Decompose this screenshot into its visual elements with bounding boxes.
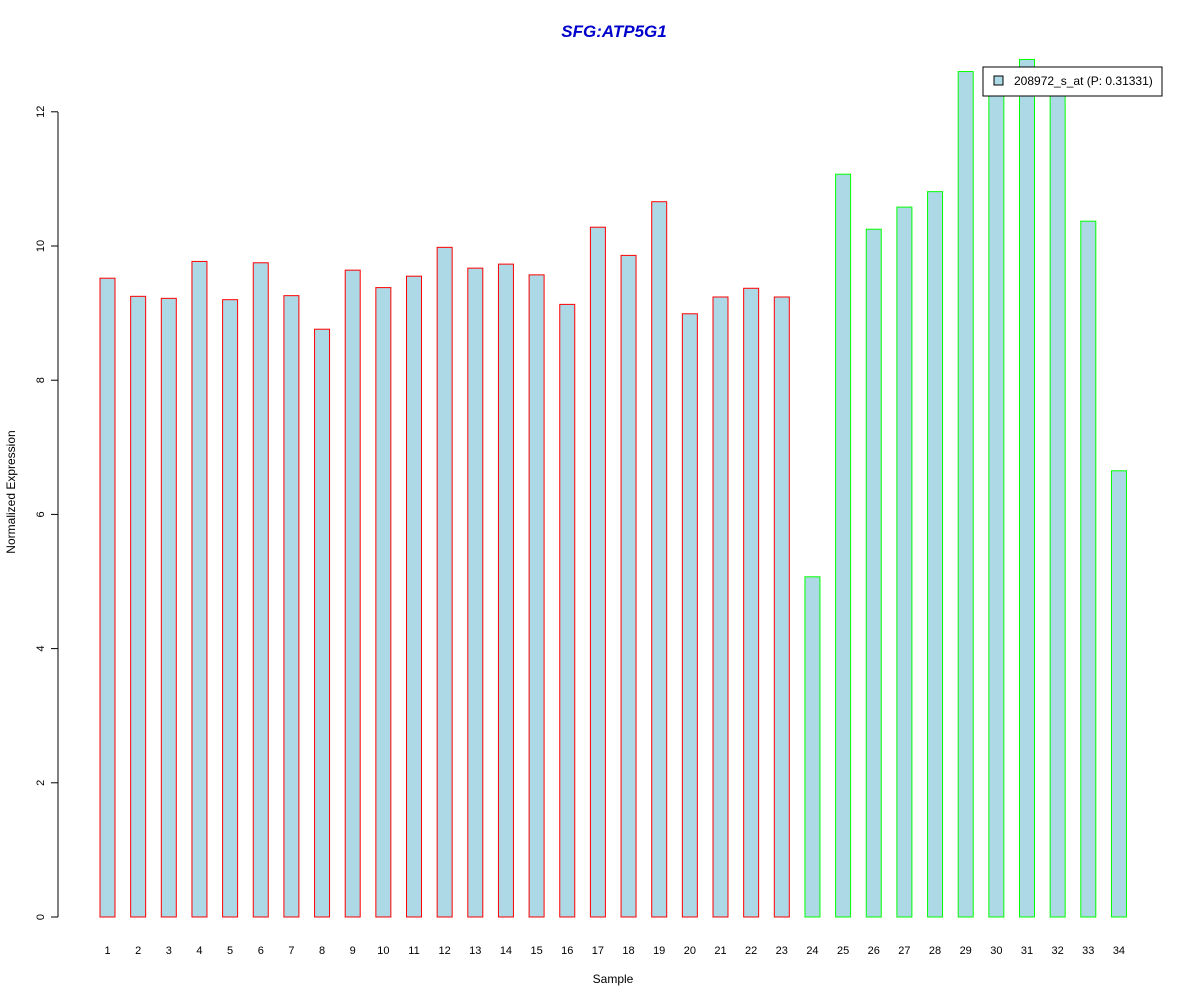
y-tick-label: 2 [35,780,47,786]
x-tick-label: 27 [898,945,910,957]
bar-sample-12 [436,246,453,918]
y-tick-label: 6 [35,511,47,517]
legend-label: 208972_s_at (P: 0.31331) [1014,74,1153,88]
bar-sample-3 [160,297,177,918]
x-tick-label: 14 [500,945,512,957]
x-tick-label: 21 [714,945,726,957]
x-tick-label: 34 [1113,945,1125,957]
bar-sample-34 [1110,470,1127,918]
x-tick-label: 12 [439,945,451,957]
bar-sample-32 [1049,84,1066,918]
bar-sample-25 [835,173,852,918]
x-tick-label: 15 [530,945,542,957]
x-tick-label: 10 [377,945,389,957]
bar-sample-22 [743,287,760,918]
x-tick-label: 33 [1082,945,1094,957]
legend: 208972_s_at (P: 0.31331) [982,66,1163,97]
x-tick-label: 1 [104,945,110,957]
x-tick-label: 17 [592,945,604,957]
bar-sample-27 [896,206,913,918]
x-tick-label: 25 [837,945,849,957]
x-tick-label: 19 [653,945,665,957]
x-tick-label: 7 [288,945,294,957]
x-tick-label: 9 [350,945,356,957]
x-axis-label: Sample [593,972,634,986]
bar-sample-20 [681,313,698,918]
y-axis-ticks: 0 2 4 6 8 10 12 [35,106,58,920]
bar-sample-15 [528,274,545,918]
x-tick-label: 26 [868,945,880,957]
bar-sample-6 [252,262,269,918]
bars [99,58,1127,918]
bar-sample-33 [1080,220,1097,918]
x-tick-label: 22 [745,945,757,957]
bar-sample-1 [99,277,116,918]
x-tick-label: 5 [227,945,233,957]
bar-sample-11 [406,275,422,918]
x-tick-label: 23 [776,945,788,957]
bar-sample-28 [927,191,944,918]
y-tick-label: 12 [35,106,47,118]
bar-sample-16 [559,303,576,918]
bar-sample-2 [130,295,147,918]
bar-sample-14 [497,263,514,918]
x-tick-label: 3 [166,945,172,957]
legend-swatch [993,75,1004,86]
bar-sample-23 [773,296,790,918]
x-tick-label: 28 [929,945,941,957]
y-tick-label: 4 [35,646,47,652]
x-tick-label: 24 [806,945,818,957]
bar-sample-9 [344,269,361,918]
x-tick-label: 8 [319,945,325,957]
bar-sample-5 [222,299,239,918]
x-tick-label: 6 [258,945,264,957]
y-tick-label: 8 [35,377,47,383]
x-tick-label: 20 [684,945,696,957]
bar-sample-21 [712,296,729,918]
bar-sample-30 [988,83,1005,918]
legend-box [982,66,1163,97]
bar-sample-19 [651,201,668,918]
bar-sample-29 [957,71,974,918]
x-tick-label: 30 [990,945,1002,957]
bar-sample-26 [865,228,882,918]
bar-sample-10 [375,287,392,918]
x-axis-tick-labels: 1 2 3 4 5 6 7 8 9 10 11 12 13 14 15 16 17 18 19 20 21 22 23 24 2… [104,945,1125,957]
bar-sample-4 [191,260,208,918]
y-axis-label: Normalized Expression [4,430,18,553]
x-tick-label: 13 [469,945,481,957]
x-tick-label: 29 [960,945,972,957]
x-tick-label: 16 [561,945,573,957]
bar-sample-13 [467,267,484,918]
bar-sample-24 [804,576,821,918]
chart-title: SFG:ATP5G1 [561,22,666,41]
x-tick-label: 18 [622,945,634,957]
x-tick-label: 2 [135,945,141,957]
x-tick-label: 11 [408,945,419,957]
bar-sample-17 [589,226,606,918]
bar-sample-8 [314,328,331,918]
x-tick-label: 31 [1021,945,1033,957]
y-tick-label: 10 [35,240,47,252]
y-tick-label: 0 [35,914,47,920]
bar-sample-31 [1019,58,1035,918]
bar-sample-18 [620,254,637,918]
x-tick-label: 4 [196,945,202,957]
x-tick-label: 32 [1052,945,1064,957]
bar-sample-7 [283,295,300,918]
